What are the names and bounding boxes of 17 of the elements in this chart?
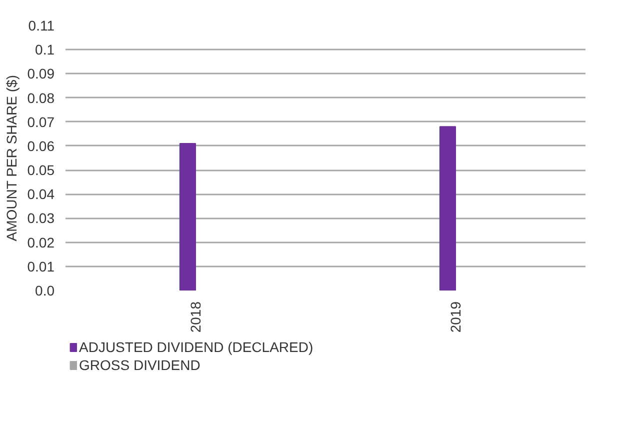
x-tick-label: 2018 [188,301,204,333]
y-tick-label: 0.04 [27,186,55,202]
y-axis-title: AMOUNT PER SHARE ($) [3,75,20,242]
y-tick-label: 0.0 [35,282,55,298]
y-tick-label: 0.09 [27,66,55,82]
y-tick-label: 0.07 [27,114,55,130]
y-tick-label: 0.11 [28,18,55,34]
x-tick-label: 2019 [448,301,464,333]
y-tick-label: 0.1 [35,42,55,58]
y-tick-label: 0.05 [27,162,55,178]
y-tick-label: 0.03 [27,210,55,226]
legend-label: ADJUSTED DIVIDEND (DECLARED) [79,339,314,355]
y-tick-label: 0.01 [27,258,55,274]
y-tick-label: 0.02 [27,234,55,250]
y-tick-label: 0.08 [27,90,55,106]
y-tick-label: 0.06 [27,138,55,154]
legend-label: GROSS DIVIDEND [79,357,200,373]
